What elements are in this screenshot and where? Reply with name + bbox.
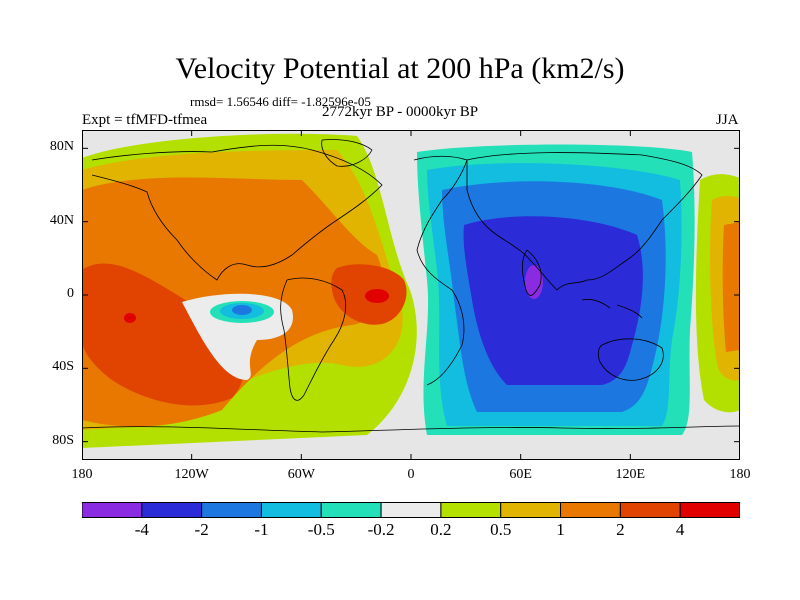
- lon-tick-label: 180: [71, 467, 93, 482]
- colorbar-swatch: [619, 502, 681, 518]
- coastline-asia: [466, 152, 703, 291]
- contour-positive-4-atlantic: [365, 289, 389, 303]
- colorbar-level-label: 0.5: [490, 520, 512, 539]
- colorbar-swatch: [440, 502, 502, 518]
- coastline-greenland: [321, 139, 373, 167]
- lon-tick-label: 120W: [174, 467, 209, 482]
- lon-tick-label: 60W: [287, 467, 315, 482]
- contour-positive-2-pacific: [82, 263, 245, 406]
- lat-tick-label: 80S: [52, 432, 74, 448]
- coastline-south-america: [280, 277, 347, 401]
- velocity-potential-map: [82, 130, 740, 460]
- colorbar-swatch: [201, 502, 262, 518]
- lon-tick-label: 120E: [615, 467, 646, 482]
- colorbar-swatch: [500, 502, 562, 518]
- season-label: JJA: [716, 112, 739, 128]
- colorbar-level-label: -0.5: [307, 520, 335, 539]
- colorbar-swatch: [141, 502, 203, 518]
- lon-tick-label: 180: [729, 467, 751, 482]
- period-label: 2772kyr BP - 0000kyr BP: [322, 104, 479, 120]
- stats-subtitle: rmsd= 1.56546 diff= -1.82596e-05: [190, 94, 371, 109]
- coastline-australia: [597, 338, 664, 381]
- colorbar-level-label: 2: [616, 520, 625, 539]
- colorbar-level-label: -0.2: [367, 520, 395, 539]
- lon-tick-label: 0: [407, 467, 415, 482]
- map-ticks: [82, 130, 740, 460]
- colorbar-swatch: [320, 502, 382, 518]
- contour-positive-east-1: [722, 222, 740, 352]
- colorbar-swatch: [82, 502, 143, 518]
- colorbar-swatch: [679, 502, 740, 518]
- contour-negative-min: [525, 265, 543, 299]
- lat-tick-label: 80N: [49, 139, 74, 155]
- contour-negative-4: [463, 216, 643, 385]
- colorbar-level-label: 4: [675, 520, 685, 539]
- colorbar-swatch: [380, 502, 442, 518]
- contour-negative-eastpacific-2: [232, 305, 252, 315]
- contour-positive-4-pacific: [124, 313, 136, 323]
- coastline-india: [521, 249, 542, 296]
- colorbar-swatch: [260, 502, 322, 518]
- coastlines: [82, 139, 740, 433]
- lat-tick-label: 40S: [52, 359, 74, 375]
- coastline-antarctica: [82, 425, 740, 433]
- colorbar-level-label: -1: [254, 520, 269, 539]
- colorbar-swatch: [560, 502, 621, 518]
- lat-tick-label: 0: [67, 286, 74, 301]
- colorbar-level-label: 1: [556, 520, 565, 539]
- colorbar: [82, 502, 740, 518]
- lon-tick-label: 60E: [509, 467, 532, 482]
- colorbar-level-label: -4: [134, 520, 149, 539]
- colorbar-level-label: 0.2: [430, 520, 452, 539]
- coastline-maritime-continent: [581, 299, 643, 319]
- experiment-label: Expt = tfMFD-tfmea: [82, 112, 208, 128]
- page-title: Velocity Potential at 200 hPa (km2/s): [175, 52, 625, 85]
- coastline-north-america: [91, 144, 383, 281]
- colorbar-level-label: -2: [194, 520, 209, 539]
- lat-tick-label: 40N: [49, 212, 74, 228]
